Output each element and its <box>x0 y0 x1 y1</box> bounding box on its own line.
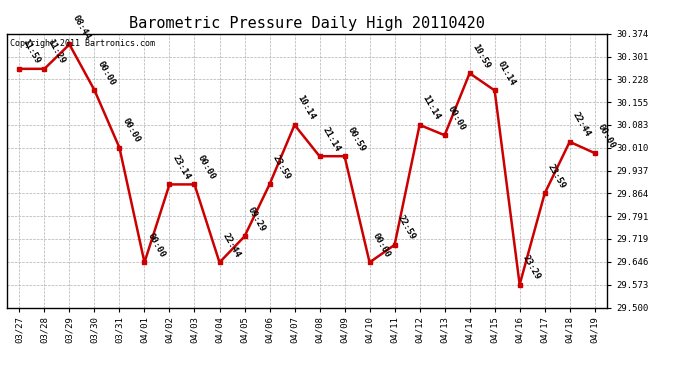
Text: 00:00: 00:00 <box>121 117 142 144</box>
Text: 00:00: 00:00 <box>96 59 117 87</box>
Text: 01:14: 01:14 <box>496 59 517 87</box>
Text: 00:00: 00:00 <box>146 231 167 259</box>
Text: 21:14: 21:14 <box>321 125 342 153</box>
Text: 08:44: 08:44 <box>70 13 92 41</box>
Text: 09:29: 09:29 <box>246 206 267 233</box>
Text: Copyright 2011 Bartronics.com: Copyright 2011 Bartronics.com <box>10 39 155 48</box>
Text: 10:14: 10:14 <box>296 94 317 122</box>
Text: 00:00: 00:00 <box>371 231 392 259</box>
Text: 23:29: 23:29 <box>521 254 542 281</box>
Text: 11:59: 11:59 <box>21 38 42 66</box>
Text: 23:14: 23:14 <box>170 153 192 181</box>
Text: 00:59: 00:59 <box>346 125 367 153</box>
Text: 10:59: 10:59 <box>471 42 492 70</box>
Text: 11:14: 11:14 <box>421 94 442 122</box>
Text: 23:59: 23:59 <box>546 162 567 190</box>
Text: 22:44: 22:44 <box>571 111 592 138</box>
Text: 22:59: 22:59 <box>396 214 417 242</box>
Text: 23:59: 23:59 <box>270 153 292 181</box>
Text: 22:44: 22:44 <box>221 231 242 259</box>
Text: 00:00: 00:00 <box>446 104 467 132</box>
Title: Barometric Pressure Daily High 20110420: Barometric Pressure Daily High 20110420 <box>129 16 485 31</box>
Text: 11:29: 11:29 <box>46 38 67 66</box>
Text: 00:00: 00:00 <box>196 153 217 181</box>
Text: 00:00: 00:00 <box>596 122 617 150</box>
